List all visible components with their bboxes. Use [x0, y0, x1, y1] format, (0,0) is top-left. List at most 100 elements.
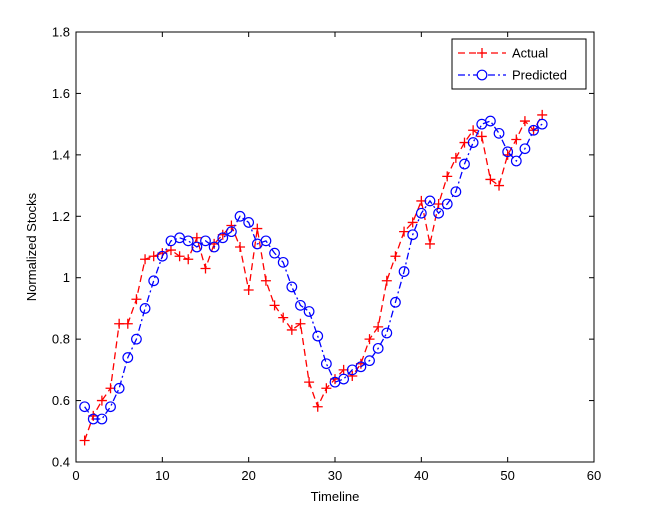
data-point: [494, 180, 505, 191]
data-point: [442, 171, 453, 182]
data-point: [364, 355, 375, 367]
series-actual: [79, 109, 548, 446]
data-point: [519, 116, 530, 127]
data-point: [347, 371, 358, 381]
data-point: [398, 266, 410, 277]
y-axis-label: Normalized Stocks: [24, 192, 39, 301]
data-point: [502, 146, 514, 158]
data-point: [320, 358, 332, 370]
data-point: [122, 318, 133, 329]
series-predicted: [79, 115, 548, 425]
data-point: [225, 226, 237, 238]
data-point: [260, 275, 271, 286]
y-tick-label: 0.8: [52, 332, 70, 347]
y-tick-label: 0.4: [52, 455, 70, 470]
data-point: [321, 383, 332, 394]
data-point: [537, 109, 548, 120]
data-point: [468, 125, 479, 136]
data-point: [277, 256, 289, 268]
data-point: [234, 210, 246, 222]
data-point: [450, 186, 462, 198]
data-point: [441, 198, 453, 210]
x-tick-label: 50: [500, 468, 514, 483]
data-point: [200, 235, 211, 247]
data-point: [485, 174, 496, 185]
data-point: [511, 134, 522, 145]
x-tick-label: 0: [72, 468, 79, 483]
data-point: [217, 232, 229, 244]
data-point: [467, 137, 479, 148]
data-point: [510, 155, 522, 167]
x-tick-label: 40: [414, 468, 428, 483]
data-point: [528, 124, 539, 136]
data-point: [122, 352, 134, 363]
y-tick-label: 1.6: [52, 86, 70, 101]
series-line: [84, 114, 543, 441]
data-point: [424, 195, 436, 207]
data-point: [243, 285, 254, 295]
data-point: [148, 275, 160, 287]
y-tick-label: 1: [63, 270, 70, 285]
legend-label: Actual: [512, 46, 548, 61]
data-point: [113, 382, 125, 394]
data-point: [355, 361, 367, 373]
data-point: [476, 131, 487, 142]
data-point: [381, 327, 393, 339]
legend-marker: [476, 69, 488, 81]
data-point: [424, 238, 435, 249]
data-point: [536, 118, 548, 130]
data-point: [174, 251, 185, 262]
x-tick-label: 10: [155, 468, 169, 483]
y-tick-label: 1.8: [52, 25, 70, 40]
plot-area: [76, 32, 594, 462]
data-point: [433, 207, 445, 219]
data-point: [493, 127, 505, 139]
data-point: [381, 275, 392, 286]
data-point: [450, 152, 461, 163]
data-point: [79, 401, 91, 413]
data-point: [312, 330, 324, 342]
x-axis-label: Timeline: [311, 489, 360, 504]
data-point: [278, 312, 289, 323]
data-point: [114, 318, 125, 329]
data-point: [390, 296, 401, 308]
data-point: [139, 303, 151, 314]
y-tick-label: 1.2: [52, 209, 70, 224]
data-point: [373, 321, 384, 332]
data-point: [304, 377, 315, 388]
data-point: [191, 241, 203, 253]
data-point: [131, 333, 142, 345]
data-point: [295, 299, 306, 311]
data-point: [399, 226, 410, 237]
data-point: [415, 207, 427, 219]
legend-marker: [477, 48, 487, 58]
y-tick-label: 0.6: [52, 393, 70, 408]
data-point: [459, 158, 470, 170]
data-point: [156, 250, 168, 262]
data-point: [286, 324, 297, 335]
data-point: [131, 294, 142, 305]
data-point: [182, 235, 194, 247]
data-point: [407, 229, 419, 241]
data-point: [312, 401, 323, 412]
data-point: [140, 254, 151, 265]
plot-background: [76, 32, 594, 462]
x-tick-label: 20: [241, 468, 255, 483]
data-point: [295, 318, 306, 329]
legend: Actual Predicted: [451, 38, 587, 90]
legend-box: [451, 38, 587, 90]
data-point: [390, 251, 401, 262]
data-point: [519, 143, 531, 155]
data-point: [485, 115, 496, 127]
data-point: [269, 300, 280, 311]
legend-entry-actual: Actual: [458, 46, 548, 61]
data-point: [96, 395, 107, 406]
data-point: [96, 413, 108, 425]
data-point: [286, 281, 298, 293]
data-point: [252, 223, 263, 234]
data-point: [200, 263, 211, 274]
x-tick-label: 30: [328, 468, 342, 483]
data-point: [407, 217, 418, 228]
legend-label: Predicted: [512, 68, 567, 83]
data-point: [372, 342, 384, 354]
